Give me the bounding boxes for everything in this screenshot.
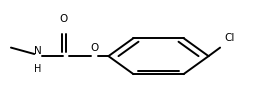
Text: O: O bbox=[90, 43, 99, 53]
Text: N: N bbox=[34, 46, 42, 56]
Text: O: O bbox=[60, 14, 68, 24]
Text: Cl: Cl bbox=[224, 33, 234, 43]
Text: H: H bbox=[34, 64, 42, 74]
